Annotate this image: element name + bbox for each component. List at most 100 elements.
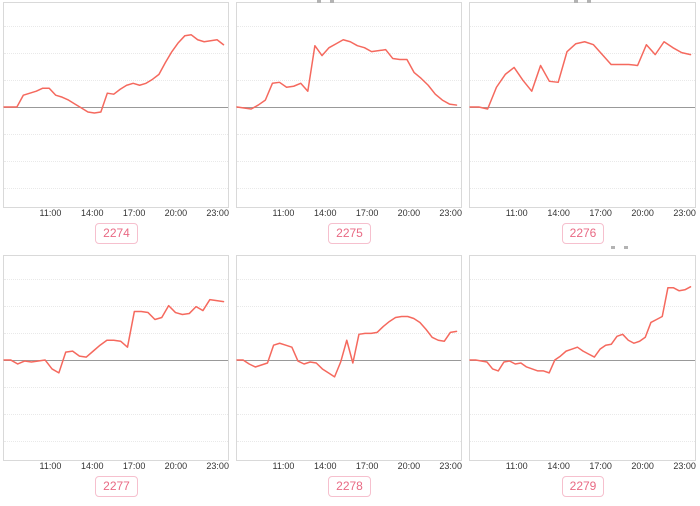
gridline	[237, 441, 461, 443]
x-axis-ticks: 11:00 14:00 17:00 20:00 23:00	[236, 461, 462, 473]
gridline	[470, 188, 695, 190]
x-tick-label: 20:00	[164, 208, 188, 218]
x-tick-label: 14:00	[81, 461, 104, 471]
chart-cell-2275: 11:00 14:00 17:00 20:00 23:00 2275	[233, 0, 466, 253]
x-tick-label: 14:00	[314, 461, 337, 471]
chart-id-badge-row: 2274	[0, 223, 233, 244]
chart-id-badge[interactable]: 2275	[328, 223, 371, 244]
gridline	[4, 332, 228, 334]
x-tick-label: 17:00	[589, 208, 612, 218]
series-line	[237, 3, 461, 207]
gridline	[237, 278, 461, 280]
chart-cell-2279: 11:00 14:00 17:00 20:00 23:00 2279	[466, 246, 700, 506]
gridline	[470, 332, 695, 334]
gridline	[237, 387, 461, 389]
x-tick-label: 20:00	[164, 461, 188, 471]
x-tick-label: 17:00	[355, 208, 379, 218]
chart-cell-2276: 11:00 14:00 17:00 20:00 23:00 2276	[466, 0, 700, 253]
chart-id-badge[interactable]: 2276	[561, 223, 605, 244]
x-tick-label: 23:00	[206, 208, 229, 218]
chart-id-badge-row: 2275	[233, 223, 466, 244]
gridline	[237, 305, 461, 307]
x-tick-label: 23:00	[673, 461, 696, 471]
series-line	[4, 3, 228, 207]
gridline	[470, 79, 695, 81]
gridline	[4, 414, 228, 416]
chart-id-badge[interactable]: 2277	[95, 476, 138, 497]
chart-cell-2278: 11:00 14:00 17:00 20:00 23:00 2278	[233, 253, 466, 506]
x-tick-label: 23:00	[206, 461, 229, 471]
chart-cell-2277: 11:00 14:00 17:00 20:00 23:00 2277	[0, 253, 233, 506]
chart-id-badge[interactable]: 2278	[328, 476, 371, 497]
gridline	[4, 52, 228, 54]
x-tick-label: 20:00	[397, 208, 421, 218]
zero-baseline	[470, 107, 695, 109]
line-chart	[236, 255, 462, 461]
x-tick-label: 11:00	[272, 208, 295, 218]
zero-baseline	[470, 360, 695, 362]
gridline	[4, 161, 228, 163]
x-axis-ticks: 11:00 14:00 17:00 20:00 23:00	[469, 208, 696, 220]
series-line	[4, 256, 228, 460]
chart-id-badge-row: 2279	[466, 476, 700, 497]
gridline	[4, 79, 228, 81]
x-tick-label: 17:00	[122, 461, 146, 471]
x-tick-label: 20:00	[631, 208, 654, 218]
x-tick-label: 23:00	[673, 208, 696, 218]
gridline	[237, 161, 461, 163]
series-line	[470, 256, 695, 460]
gridline	[470, 161, 695, 163]
gridline	[4, 441, 228, 443]
gridline	[470, 414, 695, 416]
series-line	[237, 256, 461, 460]
chart-id-badge-row: 2276	[466, 223, 700, 244]
line-chart	[3, 2, 229, 208]
x-tick-label: 20:00	[397, 461, 421, 471]
gridline	[4, 387, 228, 389]
x-axis-ticks: 11:00 14:00 17:00 20:00 23:00	[236, 208, 462, 220]
line-chart	[236, 2, 462, 208]
zero-baseline	[237, 107, 461, 109]
gridline	[237, 79, 461, 81]
chart-id-badge[interactable]: 2279	[561, 476, 605, 497]
gridline	[4, 278, 228, 280]
x-tick-label: 14:00	[81, 208, 104, 218]
gridline	[470, 441, 695, 443]
gridline	[237, 332, 461, 334]
gridline	[237, 134, 461, 136]
x-tick-label: 17:00	[589, 461, 612, 471]
x-axis-ticks: 11:00 14:00 17:00 20:00 23:00	[3, 461, 229, 473]
gridline	[470, 387, 695, 389]
x-tick-label: 17:00	[122, 208, 146, 218]
x-tick-label: 23:00	[439, 461, 462, 471]
x-tick-label: 20:00	[631, 461, 654, 471]
x-tick-label: 14:00	[547, 461, 570, 471]
gridline	[4, 188, 228, 190]
chart-id-badge-row: 2277	[0, 476, 233, 497]
gridline	[470, 278, 695, 280]
gridline	[4, 305, 228, 307]
line-chart	[469, 2, 696, 208]
gridline	[237, 25, 461, 27]
x-tick-label: 11:00	[505, 208, 528, 218]
x-tick-label: 11:00	[505, 461, 528, 471]
zero-baseline	[4, 360, 228, 362]
x-tick-label: 23:00	[439, 208, 462, 218]
x-axis-ticks: 11:00 14:00 17:00 20:00 23:00	[469, 461, 696, 473]
gridline	[470, 134, 695, 136]
gridline	[470, 305, 695, 307]
x-tick-label: 17:00	[355, 461, 379, 471]
gridline	[237, 414, 461, 416]
x-axis-ticks: 11:00 14:00 17:00 20:00 23:00	[3, 208, 229, 220]
chart-id-badge-row: 2278	[233, 476, 466, 497]
zero-baseline	[4, 107, 228, 109]
line-chart	[469, 255, 696, 461]
x-tick-label: 11:00	[39, 461, 62, 471]
x-tick-label: 11:00	[39, 208, 62, 218]
chart-id-badge[interactable]: 2274	[95, 223, 138, 244]
chart-cell-2274: 11:00 14:00 17:00 20:00 23:00 2274	[0, 0, 233, 253]
gridline	[4, 134, 228, 136]
x-tick-label: 14:00	[314, 208, 337, 218]
